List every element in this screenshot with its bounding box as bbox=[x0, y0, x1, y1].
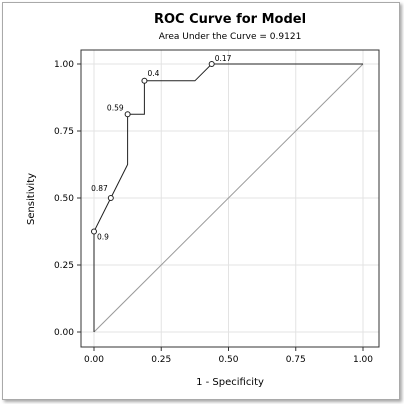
roc-chart: ROC Curve for Model Area Under the Curve… bbox=[26, 12, 380, 388]
chart-subtitle: Area Under the Curve = 0.9121 bbox=[159, 32, 302, 42]
x-tick-label: 0.75 bbox=[286, 355, 306, 365]
roc-point-marker bbox=[124, 111, 131, 118]
y-tick-label: 0.00 bbox=[54, 328, 74, 338]
roc-point-label: 0.4 bbox=[147, 69, 159, 78]
roc-curve-line bbox=[93, 63, 363, 332]
roc-point-marker bbox=[141, 77, 148, 84]
x-tick-label: 1.00 bbox=[353, 355, 373, 365]
chart-frame: ROC Curve for Model Area Under the Curve… bbox=[2, 2, 400, 400]
roc-point-label: 0.9 bbox=[97, 233, 109, 242]
y-tick-label: 0.75 bbox=[54, 127, 74, 137]
x-tick-label: 0.50 bbox=[218, 355, 238, 365]
x-tick-label: 0.00 bbox=[84, 355, 104, 365]
reference-line bbox=[93, 63, 364, 333]
x-tick-label: 0.25 bbox=[151, 355, 171, 365]
roc-point-marker bbox=[208, 61, 215, 67]
y-tick-label: 1.00 bbox=[54, 60, 74, 70]
roc-point-label: 0.17 bbox=[215, 54, 232, 63]
y-tick-label: 0.25 bbox=[54, 261, 74, 271]
y-tick-label: 0.50 bbox=[54, 194, 74, 204]
roc-point-label: 0.87 bbox=[91, 184, 108, 193]
roc-point-marker bbox=[91, 228, 97, 235]
roc-point-label: 0.59 bbox=[107, 103, 124, 112]
y-axis-label: Sensitivity bbox=[26, 173, 37, 225]
chart-title: ROC Curve for Model bbox=[154, 12, 306, 27]
x-axis-label: 1 - Specificity bbox=[196, 377, 264, 388]
roc-point-marker bbox=[107, 195, 114, 201]
